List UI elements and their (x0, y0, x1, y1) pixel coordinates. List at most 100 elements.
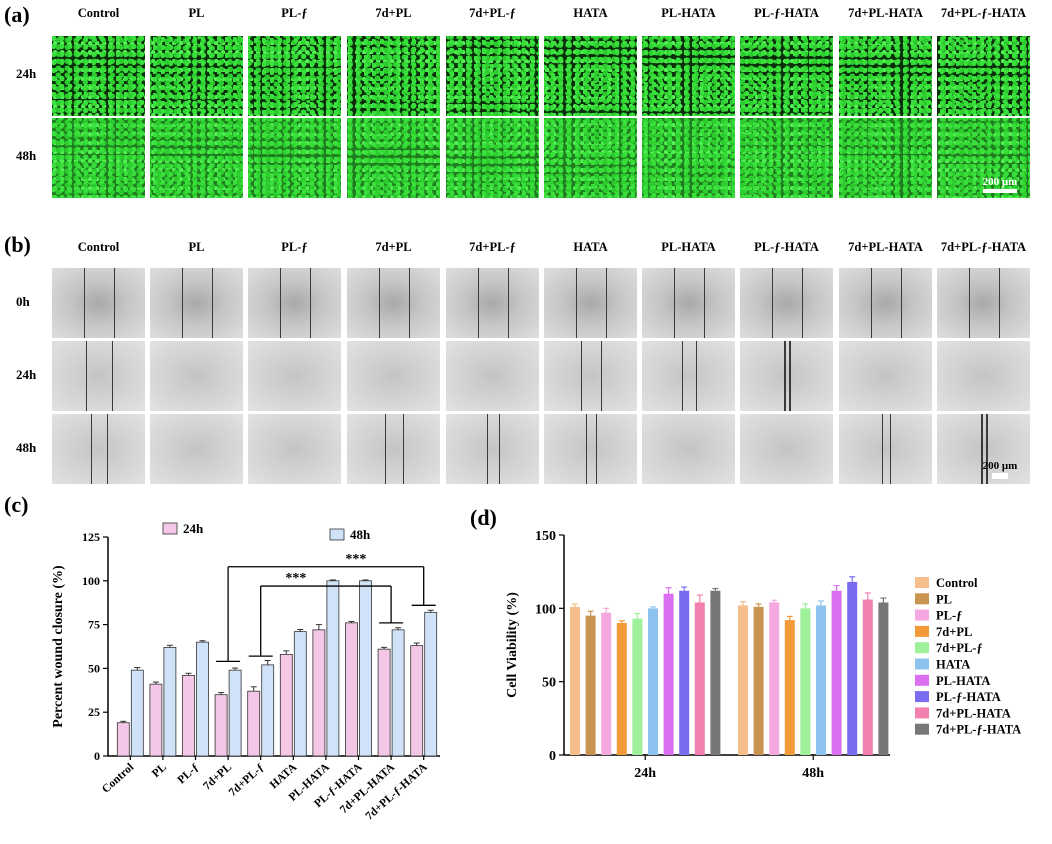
fluorescence-image (839, 118, 932, 198)
wound-edge-line (870, 268, 872, 338)
fluorescence-image (248, 36, 341, 116)
fluorescence-image (52, 118, 145, 198)
bar-48h (196, 641, 209, 757)
bar-7d+PL-ƒ (800, 608, 811, 755)
y-axis-label: Percent wound closure (%) (51, 565, 66, 728)
legend-label: PL-ƒ (936, 609, 962, 623)
column-header-a: 7d+PL (375, 6, 412, 20)
legend-swatch (915, 707, 929, 719)
column-header-b: HATA (573, 240, 608, 254)
bar-48h (163, 646, 177, 757)
y-tick-label: 50 (88, 661, 100, 675)
bar-Control (570, 606, 580, 755)
bar-PL-ƒ-HATA (847, 581, 858, 755)
wound-edge-line (789, 341, 791, 411)
column-header-a: PL (188, 6, 205, 20)
bar-7d+PL-ƒ (632, 618, 643, 755)
bar-HATA (648, 608, 658, 755)
bar-24h (312, 629, 326, 757)
wound-edge-line (889, 414, 891, 484)
fluorescence-image (642, 36, 735, 116)
scratch-assay-image (52, 414, 145, 484)
wound-edge-line (784, 341, 786, 411)
bar-PL-HATA (831, 590, 842, 755)
column-header-a: PL-HATA (661, 6, 716, 20)
wound-edge-line (695, 341, 697, 411)
bar-7d+PL-ƒ-HATA (710, 590, 721, 755)
scratch-assay-image (150, 268, 243, 338)
fluorescence-image (642, 118, 735, 198)
fluorescence-image (937, 118, 1030, 198)
scratch-assay-image (150, 341, 243, 411)
legend-label: Control (936, 576, 978, 590)
scratch-assay-image (52, 341, 145, 411)
wound-edge-line (605, 268, 607, 338)
y-tick-label: 100 (535, 602, 556, 617)
y-tick-label: 75 (88, 618, 100, 632)
scratch-assay-image (839, 268, 932, 338)
wound-edge-line (673, 268, 675, 338)
row-label-a: 24h (16, 66, 37, 81)
scratch-assay-image (248, 341, 341, 411)
row-label-a: 48h (16, 148, 37, 163)
bar-24h (149, 683, 163, 757)
row-label-b: 48h (16, 440, 37, 455)
scale-bar-line (983, 189, 1017, 193)
panel-label-c: (c) (4, 492, 29, 517)
x-tick-label: 7d+PL-ƒ (227, 761, 267, 799)
bar-7d+PL (784, 620, 795, 755)
column-header-a: Control (77, 6, 120, 20)
scratch-assay-image (642, 414, 735, 484)
x-tick-label: 24h (634, 766, 656, 781)
legend-label: 7d+PL-ƒ (936, 641, 983, 655)
fluorescence-image (150, 118, 243, 198)
scratch-assay-image (740, 341, 833, 411)
wound-edge-line (90, 414, 92, 484)
panel-label-b: (b) (4, 232, 31, 257)
scratch-assay-image (740, 414, 833, 484)
scratch-assay-image (839, 341, 932, 411)
legend-swatch (915, 723, 929, 735)
column-header-b: PL-HATA (661, 240, 716, 254)
column-header-b: 7d+PL-ƒ (469, 240, 516, 254)
scratch-assay-image (248, 268, 341, 338)
scratch-assay-image (544, 341, 637, 411)
wound-edge-line (585, 414, 587, 484)
wound-edge-line (181, 268, 183, 338)
scratch-assay-image (52, 268, 145, 338)
scratch-assay-image (642, 268, 735, 338)
significance-label: *** (345, 552, 366, 567)
bar-PL (753, 606, 764, 755)
wound-edge-line (507, 268, 509, 338)
legend-swatch (915, 691, 929, 703)
y-tick-label: 125 (82, 530, 100, 544)
column-header-a: HATA (573, 6, 608, 20)
wound-edge-line (384, 414, 386, 484)
wound-edge-line (801, 268, 803, 338)
scratch-assay-image (937, 414, 1030, 484)
legend-label-24h: 24h (183, 521, 204, 536)
scratch-assay-image (740, 268, 833, 338)
panel-label-a: (a) (4, 2, 30, 27)
y-tick-label: 150 (535, 529, 556, 544)
y-axis-label: Cell Viability (%) (505, 592, 520, 698)
wound-edge-line (998, 268, 1000, 338)
legend-label: HATA (936, 658, 970, 672)
bar-48h (359, 580, 372, 757)
bar-Control (738, 605, 748, 755)
scratch-assay-image (839, 414, 932, 484)
column-header-b: 7d+PL (375, 240, 412, 254)
bar-HATA (816, 605, 826, 755)
column-header-b: PL (188, 240, 205, 254)
wound-edge-line (580, 341, 582, 411)
scratch-assay-image (446, 268, 539, 338)
legend-swatch (915, 658, 929, 670)
fluorescence-image (544, 118, 637, 198)
bar-PL-ƒ (769, 602, 780, 755)
fluorescence-image (446, 118, 539, 198)
bar-24h (377, 648, 391, 757)
scratch-assay-image (544, 268, 637, 338)
legend-label: 7d+PL-ƒ-HATA (936, 723, 1021, 737)
wound-edge-line (703, 268, 705, 338)
legend-swatch (915, 642, 929, 654)
